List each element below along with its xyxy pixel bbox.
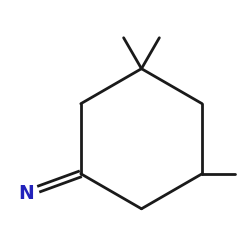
Text: N: N	[18, 184, 34, 203]
